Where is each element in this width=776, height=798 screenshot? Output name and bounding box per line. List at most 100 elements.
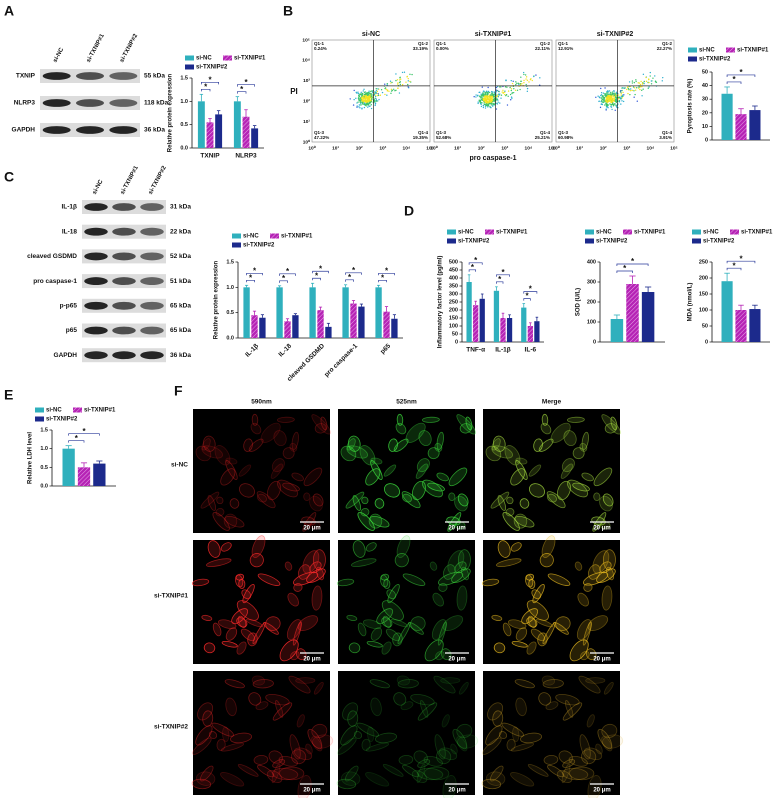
cell: [396, 675, 411, 686]
cell-dot: [617, 94, 620, 96]
cell-dot: [366, 104, 369, 106]
cell-dot: [499, 86, 501, 88]
cell-dot: [359, 99, 362, 101]
cell-dot: [486, 91, 488, 94]
cell-dot: [512, 91, 515, 94]
quadrant-value: 12.91%: [558, 46, 573, 51]
y-tick-label: 300: [587, 279, 596, 285]
cell: [383, 578, 391, 590]
cell-dot: [358, 99, 360, 101]
cell: [602, 493, 614, 507]
cell-dot: [368, 95, 370, 97]
cell: [448, 492, 456, 502]
cell-dot: [600, 87, 602, 90]
significance-bracket: [237, 91, 247, 94]
cell-dot: [510, 99, 512, 101]
cell-dot: [384, 87, 386, 90]
cell: [297, 615, 319, 631]
cell-dot: [496, 85, 499, 88]
bar: [276, 287, 283, 338]
quadrant-value: 47.22%: [314, 135, 329, 140]
panel-label: E: [4, 387, 13, 403]
cell-dot: [497, 99, 499, 101]
cell: [191, 578, 210, 587]
blot-row-label: pro caspase-1: [33, 278, 77, 285]
cell: [382, 763, 404, 777]
cell: [486, 771, 506, 786]
cell: [311, 414, 331, 435]
cell-dot: [510, 96, 513, 98]
cell-dot: [609, 95, 612, 98]
fluorescence-image: [483, 540, 620, 664]
quadrant-name: Q1-4: [418, 130, 429, 135]
cell: [230, 732, 252, 744]
cell-dot: [610, 98, 613, 101]
cell-dot: [600, 92, 603, 94]
cell-dot: [601, 101, 604, 103]
cell: [238, 464, 252, 477]
blot-band: [109, 126, 138, 134]
cell: [593, 467, 613, 487]
y-tick-label: 0.5: [40, 465, 48, 471]
flow-x-tick-label: 10³: [623, 145, 630, 151]
y-tick-label: 1.5: [226, 259, 234, 265]
cell: [561, 763, 571, 784]
cell: [346, 438, 356, 451]
significance-star: *: [381, 273, 385, 282]
cell-dot: [367, 106, 369, 108]
cell-dot: [605, 93, 607, 95]
cell-dot: [504, 86, 507, 88]
cell-dot: [367, 93, 370, 96]
blot-size-label: 55 kDa: [144, 73, 165, 80]
cell-dot: [515, 81, 517, 83]
cell-dot: [601, 99, 603, 101]
cell: [201, 445, 223, 459]
cell: [562, 759, 576, 768]
cell-dot: [601, 103, 604, 106]
cell-dot: [611, 103, 613, 106]
cell: [311, 585, 323, 611]
bar: [610, 319, 624, 342]
bar: [735, 114, 747, 140]
cell-dot: [524, 74, 527, 76]
legend-label: si-TXNIP#2: [196, 65, 228, 71]
cell-dot: [603, 104, 606, 106]
cell-dot: [603, 98, 606, 100]
blot-band: [140, 277, 164, 286]
cell-dot: [621, 89, 623, 92]
significance-star: *: [315, 271, 319, 280]
cell: [599, 495, 613, 512]
cell-dot: [520, 80, 522, 83]
blot-band: [140, 203, 164, 211]
cell-dot: [639, 86, 642, 88]
cell-dot: [359, 107, 361, 109]
cell: [601, 585, 613, 611]
flow-x-tick-label: 10⁴: [403, 145, 411, 151]
cell-dot: [377, 88, 379, 90]
cell-dot: [386, 84, 388, 86]
cell-dot: [522, 71, 525, 74]
cell: [436, 749, 452, 765]
bar: [325, 326, 332, 338]
legend-swatch: [447, 229, 456, 235]
cell-dot: [371, 95, 373, 97]
cell-dot: [639, 88, 641, 91]
cell-dot: [360, 97, 363, 99]
cell-dot: [525, 76, 528, 78]
fluorescence-image: [338, 671, 475, 795]
cell-dot: [375, 94, 377, 96]
cell-dot: [507, 95, 509, 97]
cell-dot: [641, 89, 643, 92]
cell: [367, 726, 375, 743]
cell: [577, 592, 589, 607]
cell: [514, 515, 535, 528]
legend-label: si-TXNIP#1: [634, 230, 666, 236]
bar: [721, 93, 733, 140]
cell: [435, 650, 445, 661]
significance-bracket: [246, 279, 255, 283]
cell: [550, 422, 571, 443]
cell-dot: [520, 76, 522, 78]
cell-dot: [516, 82, 518, 85]
cell-dot: [595, 96, 597, 98]
